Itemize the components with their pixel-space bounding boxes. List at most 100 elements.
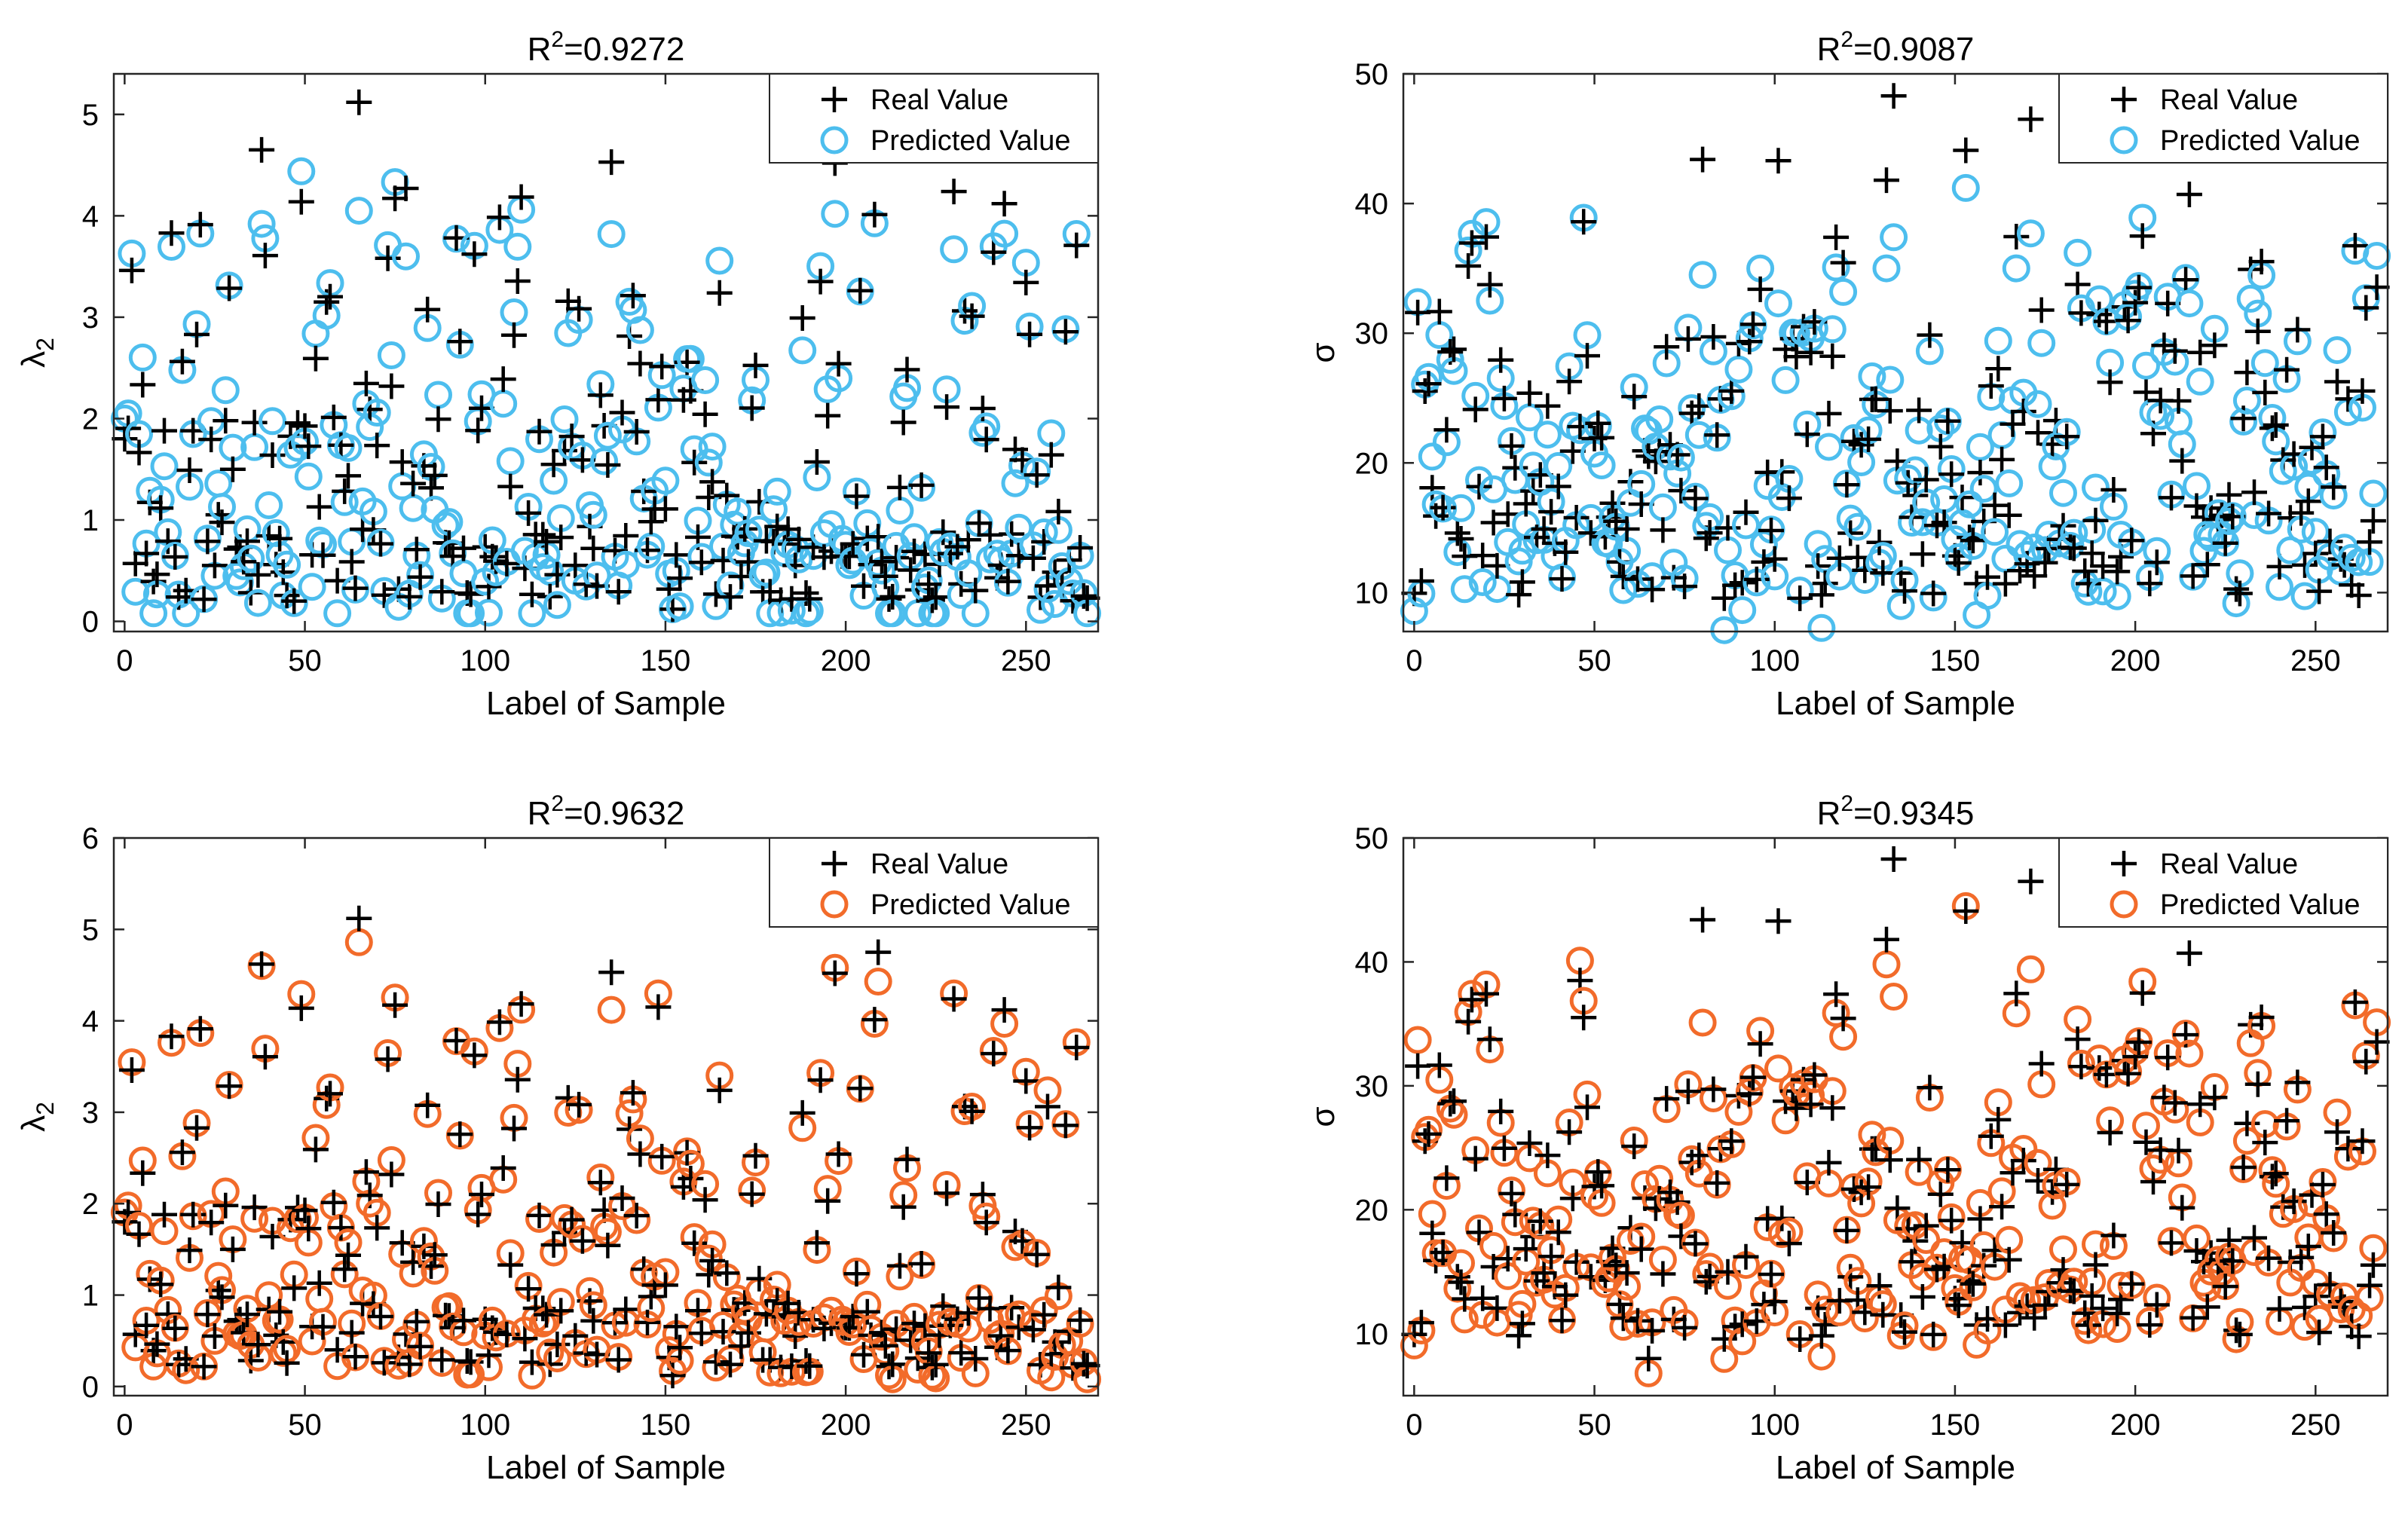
real-point <box>407 1333 433 1359</box>
real-point <box>162 1315 188 1341</box>
real-point <box>1967 1206 1993 1232</box>
real-point <box>2072 1300 2098 1326</box>
predicted-point <box>1843 512 1872 541</box>
real-point <box>1545 473 1571 500</box>
real-point <box>2241 479 2267 506</box>
predicted-point <box>651 466 680 495</box>
predicted-point <box>1648 493 1677 521</box>
real-point <box>548 1298 574 1324</box>
real-point <box>1654 334 1680 360</box>
real-point <box>1917 1075 1943 1101</box>
x-axis-label: Label of Sample <box>1776 1449 2015 1486</box>
real-point <box>883 1316 910 1342</box>
real-point <box>288 995 314 1021</box>
real-point <box>1909 1284 1935 1310</box>
real-point <box>1516 380 1543 406</box>
real-point <box>451 535 476 561</box>
real-point <box>1470 543 1496 569</box>
real-point <box>249 136 275 163</box>
real-point <box>494 550 520 576</box>
real-point <box>2176 182 2202 207</box>
real-point <box>1035 1093 1060 1120</box>
real-point <box>1801 1062 1828 1088</box>
real-point <box>1740 1064 1766 1090</box>
real-point <box>1736 329 1763 355</box>
real-point <box>1880 83 1907 109</box>
real-point <box>1462 1145 1489 1172</box>
real-point <box>2021 563 2048 589</box>
real-point <box>310 542 336 568</box>
predicted-point <box>2082 473 2110 502</box>
real-point <box>825 1141 852 1167</box>
real-point <box>2104 558 2131 585</box>
real-point <box>1823 981 1850 1008</box>
real-point <box>1455 1008 1482 1035</box>
real-point <box>158 220 185 246</box>
predicted-point <box>2064 238 2092 267</box>
real-point <box>1650 517 1676 543</box>
real-point <box>534 528 560 555</box>
real-point <box>627 1141 653 1167</box>
real-point <box>1498 1180 1525 1206</box>
y-axis-label: σ <box>1305 342 1342 362</box>
real-point <box>1466 473 1492 500</box>
real-point <box>213 1192 239 1219</box>
x-tick-label: 200 <box>2110 1408 2161 1442</box>
predicted-point <box>665 592 694 621</box>
real-point <box>245 561 271 588</box>
chart-title: R2=0.9272 <box>528 27 685 68</box>
real-point <box>1981 492 2008 518</box>
predicted-point <box>2290 582 2319 610</box>
real-point <box>2266 1295 2293 1322</box>
real-point <box>1675 326 1701 352</box>
predicted-point <box>2175 289 2204 318</box>
real-point <box>479 543 506 570</box>
predicted-point <box>543 591 571 619</box>
real-point <box>1610 1305 1636 1332</box>
predicted-point <box>1880 983 1908 1011</box>
predicted-point <box>1724 355 1753 384</box>
real-point <box>688 1320 714 1347</box>
real-point <box>267 1298 293 1325</box>
data-marks <box>1400 83 2391 644</box>
real-point <box>2349 378 2376 404</box>
real-point <box>2137 570 2163 597</box>
real-point <box>587 382 613 408</box>
x-axis-label: Label of Sample <box>486 1449 726 1486</box>
real-point <box>194 1301 221 1328</box>
y-axis-label-base: σ <box>1305 1106 1342 1127</box>
chart-title: R2=0.9345 <box>1817 791 1975 832</box>
real-point <box>1488 1098 1514 1124</box>
real-point <box>302 1136 329 1163</box>
real-point <box>959 303 985 329</box>
real-point <box>562 1323 589 1349</box>
real-point <box>241 1194 268 1221</box>
real-point <box>2129 223 2156 249</box>
real-point <box>2226 580 2253 607</box>
real-point <box>1992 570 2018 597</box>
predicted-point <box>940 235 968 264</box>
real-point <box>148 1271 174 1298</box>
real-point <box>1585 410 1611 436</box>
real-point <box>973 1210 999 1236</box>
real-point <box>534 1301 560 1328</box>
predicted-point <box>150 452 179 481</box>
real-point <box>234 1301 260 1328</box>
real-point <box>1808 1323 1834 1349</box>
real-point <box>1761 1289 1788 1315</box>
real-point <box>869 549 895 575</box>
predicted-point <box>1807 613 1836 642</box>
real-point <box>335 1242 361 1268</box>
real-point <box>1920 1321 1947 1347</box>
real-point <box>558 1206 585 1233</box>
x-tick-label: 100 <box>1749 644 1800 677</box>
real-point <box>2331 552 2358 578</box>
real-point <box>876 586 902 612</box>
real-point <box>2075 570 2101 597</box>
real-point <box>1783 344 1810 370</box>
real-point <box>2223 576 2250 602</box>
real-point <box>1704 422 1730 448</box>
real-point <box>1996 502 2022 528</box>
predicted-point <box>1987 421 2016 449</box>
